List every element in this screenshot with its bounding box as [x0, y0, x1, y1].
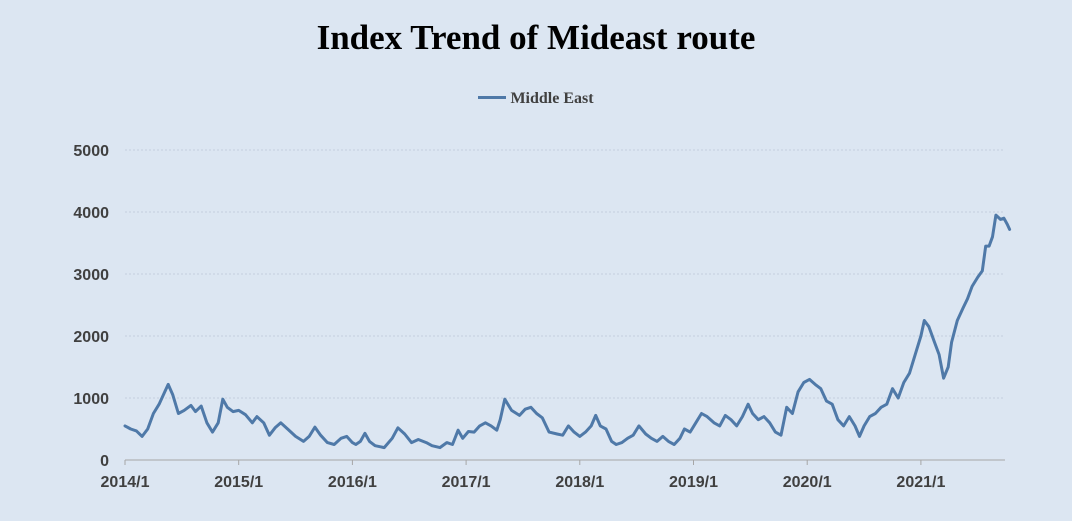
legend: Middle East [0, 90, 1072, 108]
x-tick-label: 2020/1 [783, 474, 832, 491]
x-tick-label: 2015/1 [214, 474, 263, 491]
chart-title: Index Trend of Mideast route [316, 18, 756, 57]
legend-swatch [478, 95, 507, 99]
x-tick-label: 2017/1 [442, 474, 491, 491]
y-tick-label: 5000 [73, 143, 109, 160]
x-tick-label: 2014/1 [101, 474, 150, 491]
x-tick-label: 2018/1 [555, 474, 604, 491]
y-tick-label: 2000 [73, 329, 109, 346]
y-tick-label: 1000 [73, 391, 109, 408]
y-tick-label: 4000 [73, 205, 109, 222]
x-tick-label: 2021/1 [896, 474, 945, 491]
x-tick-label: 2019/1 [669, 474, 718, 491]
series-line-middle-east [123, 213, 1012, 450]
x-tick-label: 2016/1 [328, 474, 377, 491]
y-tick-label: 3000 [73, 267, 109, 284]
y-tick-label: 0 [100, 453, 109, 470]
legend-label: Middle East [510, 90, 594, 107]
